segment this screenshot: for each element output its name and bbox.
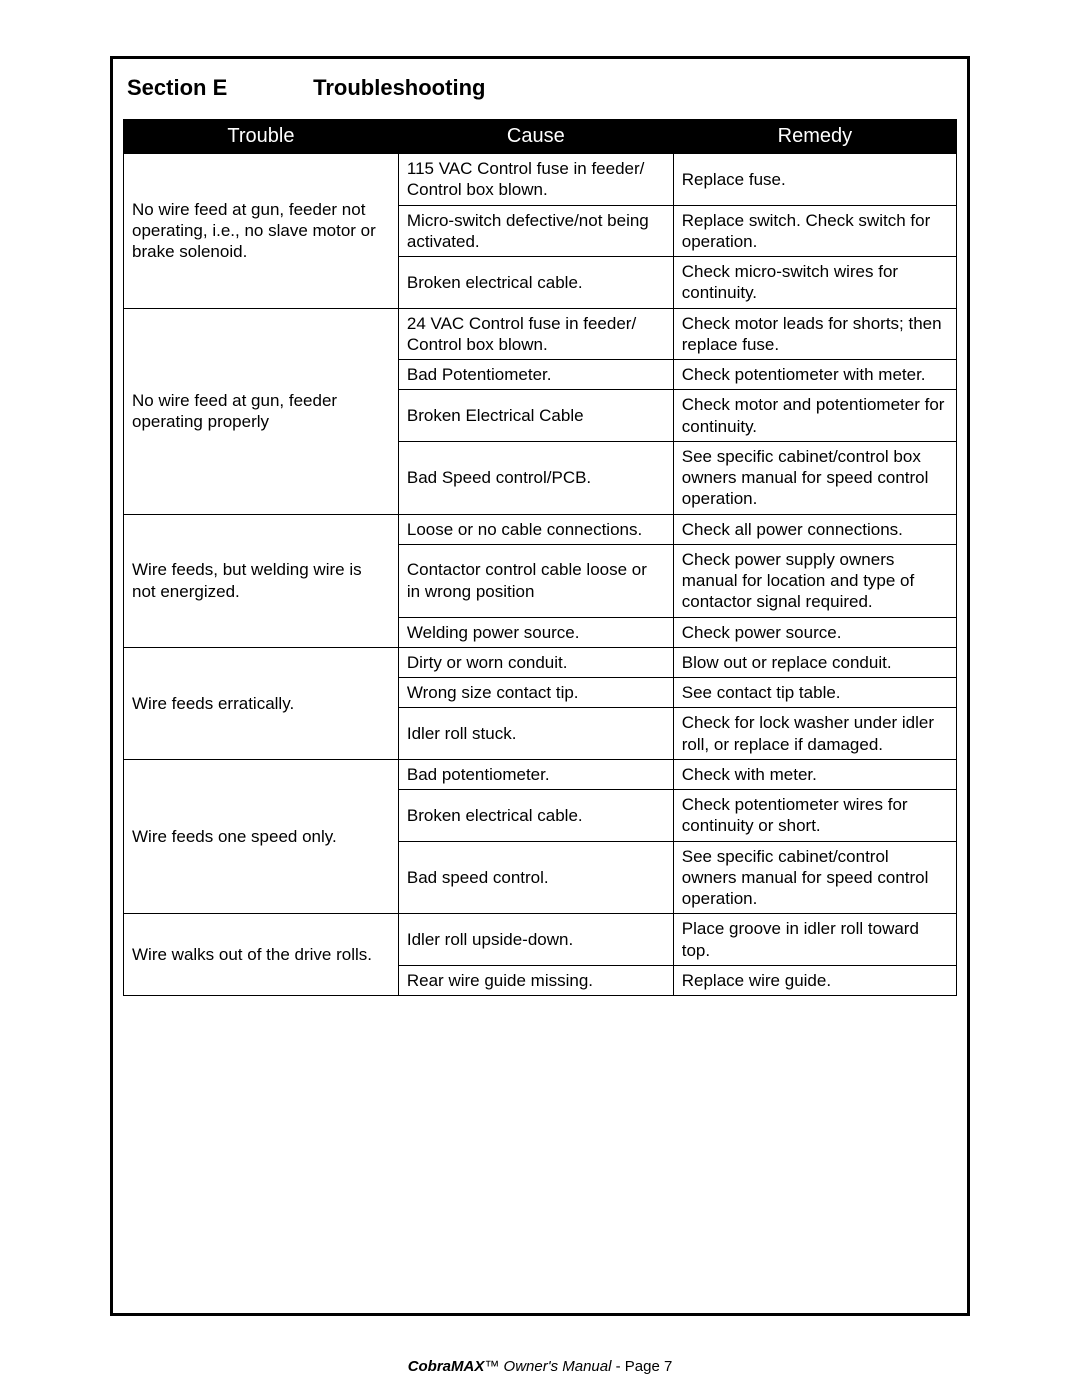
cell-remedy: See specific cabinet/control box owners … (673, 441, 956, 514)
table-row: No wire feed at gun, feeder operating pr… (124, 308, 957, 360)
cell-cause: Broken electrical cable. (398, 790, 673, 842)
cell-remedy: Replace switch. Check switch for operati… (673, 205, 956, 257)
troubleshooting-table: Trouble Cause Remedy No wire feed at gun… (123, 119, 957, 996)
footer-brand: CobraMAX (408, 1358, 485, 1375)
col-trouble: Trouble (124, 120, 399, 154)
cell-trouble: No wire feed at gun, feeder operating pr… (124, 308, 399, 514)
cell-cause: Bad Speed control/PCB. (398, 441, 673, 514)
table-row: Wire walks out of the drive rolls.Idler … (124, 914, 957, 966)
cell-remedy: Check motor and potentiometer for contin… (673, 390, 956, 442)
cell-remedy: Check power source. (673, 617, 956, 647)
cell-trouble: Wire walks out of the drive rolls. (124, 914, 399, 996)
cell-cause: Rear wire guide missing. (398, 965, 673, 995)
footer-page-label: - Page (611, 1358, 664, 1375)
table-row: Wire feeds erratically.Dirty or worn con… (124, 647, 957, 677)
cell-remedy: Check all power connections. (673, 514, 956, 544)
cell-cause: 115 VAC Control fuse in feeder/ Control … (398, 154, 673, 206)
footer-owners-manual: Owner's Manual (499, 1358, 611, 1375)
cell-remedy: Replace fuse. (673, 154, 956, 206)
cell-cause: Bad Potentiometer. (398, 360, 673, 390)
col-remedy: Remedy (673, 120, 956, 154)
section-label: Section E (127, 75, 307, 101)
cell-trouble: Wire feeds one speed only. (124, 759, 399, 914)
table-row: Wire feeds one speed only.Bad potentiome… (124, 759, 957, 789)
cell-remedy: Check micro-switch wires for continuity. (673, 257, 956, 309)
cell-remedy: Check motor leads for shorts; then repla… (673, 308, 956, 360)
cell-remedy: Replace wire guide. (673, 965, 956, 995)
cell-trouble: No wire feed at gun, feeder not operatin… (124, 154, 399, 309)
content-frame: Section E Troubleshooting Trouble Cause … (110, 56, 970, 1316)
cell-remedy: Blow out or replace conduit. (673, 647, 956, 677)
cell-remedy: Check with meter. (673, 759, 956, 789)
cell-remedy: Check for lock washer under idler roll, … (673, 708, 956, 760)
cell-cause: Idler roll upside-down. (398, 914, 673, 966)
cell-cause: 24 VAC Control fuse in feeder/ Control b… (398, 308, 673, 360)
cell-cause: Broken electrical cable. (398, 257, 673, 309)
cell-cause: Loose or no cable connections. (398, 514, 673, 544)
cell-cause: Broken Electrical Cable (398, 390, 673, 442)
cell-remedy: Check potentiometer with meter. (673, 360, 956, 390)
cell-cause: Micro-switch defective/not being activat… (398, 205, 673, 257)
cell-cause: Welding power source. (398, 617, 673, 647)
cell-remedy: Check power supply owners manual for loc… (673, 544, 956, 617)
section-heading: Section E Troubleshooting (127, 75, 957, 101)
cell-cause: Wrong size contact tip. (398, 678, 673, 708)
cell-cause: Dirty or worn conduit. (398, 647, 673, 677)
section-title: Troubleshooting (313, 75, 485, 100)
cell-trouble: Wire feeds erratically. (124, 647, 399, 759)
cell-cause: Bad potentiometer. (398, 759, 673, 789)
footer-page-num: 7 (664, 1358, 672, 1375)
cell-remedy: See specific cabinet/control owners manu… (673, 841, 956, 914)
cell-remedy: Place groove in idler roll toward top. (673, 914, 956, 966)
table-body: No wire feed at gun, feeder not operatin… (124, 154, 957, 996)
page-footer: CobraMAX™ Owner's Manual - Page 7 (0, 1358, 1080, 1375)
table-header-row: Trouble Cause Remedy (124, 120, 957, 154)
cell-cause: Idler roll stuck. (398, 708, 673, 760)
col-cause: Cause (398, 120, 673, 154)
cell-cause: Bad speed control. (398, 841, 673, 914)
cell-remedy: See contact tip table. (673, 678, 956, 708)
page: Section E Troubleshooting Trouble Cause … (0, 0, 1080, 1397)
cell-trouble: Wire feeds, but welding wire is not ener… (124, 514, 399, 647)
cell-cause: Contactor control cable loose or in wron… (398, 544, 673, 617)
table-row: No wire feed at gun, feeder not operatin… (124, 154, 957, 206)
cell-remedy: Check potentiometer wires for continuity… (673, 790, 956, 842)
table-row: Wire feeds, but welding wire is not ener… (124, 514, 957, 544)
footer-tm: ™ (484, 1358, 499, 1375)
